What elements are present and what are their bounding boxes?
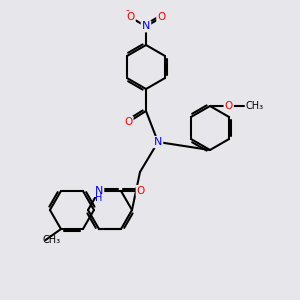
- Text: O: O: [127, 13, 135, 22]
- Text: N: N: [154, 137, 162, 147]
- Text: N: N: [95, 186, 103, 196]
- Text: O: O: [225, 101, 233, 111]
- Text: N: N: [142, 21, 150, 31]
- Text: -: -: [126, 5, 129, 16]
- Text: CH₃: CH₃: [43, 235, 61, 245]
- Text: CH₃: CH₃: [245, 101, 263, 111]
- Text: O: O: [157, 13, 166, 22]
- Text: H: H: [95, 193, 103, 203]
- Text: O: O: [124, 117, 133, 127]
- Text: O: O: [137, 186, 145, 196]
